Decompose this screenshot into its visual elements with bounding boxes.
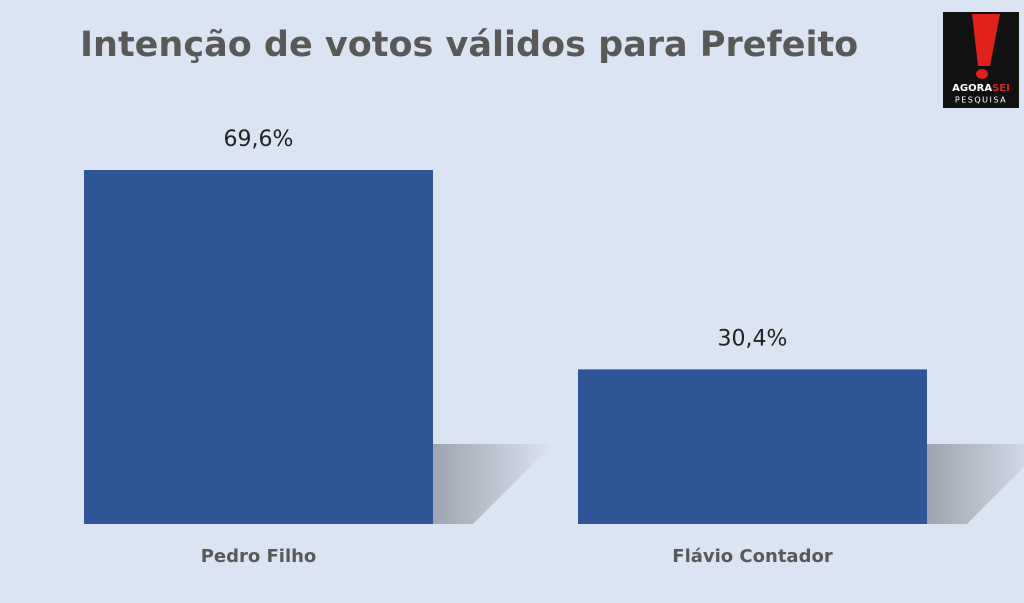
logo-mark: [972, 14, 1000, 66]
logo-brand-left: AGORA: [952, 83, 992, 94]
logo-dot: [976, 69, 988, 79]
logo: AGORASEI PESQUISA: [943, 12, 1019, 108]
bar-shadow: [927, 444, 1024, 524]
value-label: 69,6%: [224, 127, 294, 152]
logo-brand-right: SEI: [992, 83, 1010, 94]
bar-shadow: [433, 444, 553, 524]
bar: [578, 369, 927, 524]
x-tick-label: Flávio Contador: [672, 546, 833, 567]
bar: [84, 170, 433, 524]
x-tick-label: Pedro Filho: [201, 546, 317, 567]
logo-tagline: PESQUISA: [955, 96, 1007, 105]
logo-brand: AGORASEI: [952, 83, 1010, 94]
chart-title: Intenção de votos válidos para Prefeito: [80, 25, 858, 65]
value-label: 30,4%: [718, 326, 788, 351]
